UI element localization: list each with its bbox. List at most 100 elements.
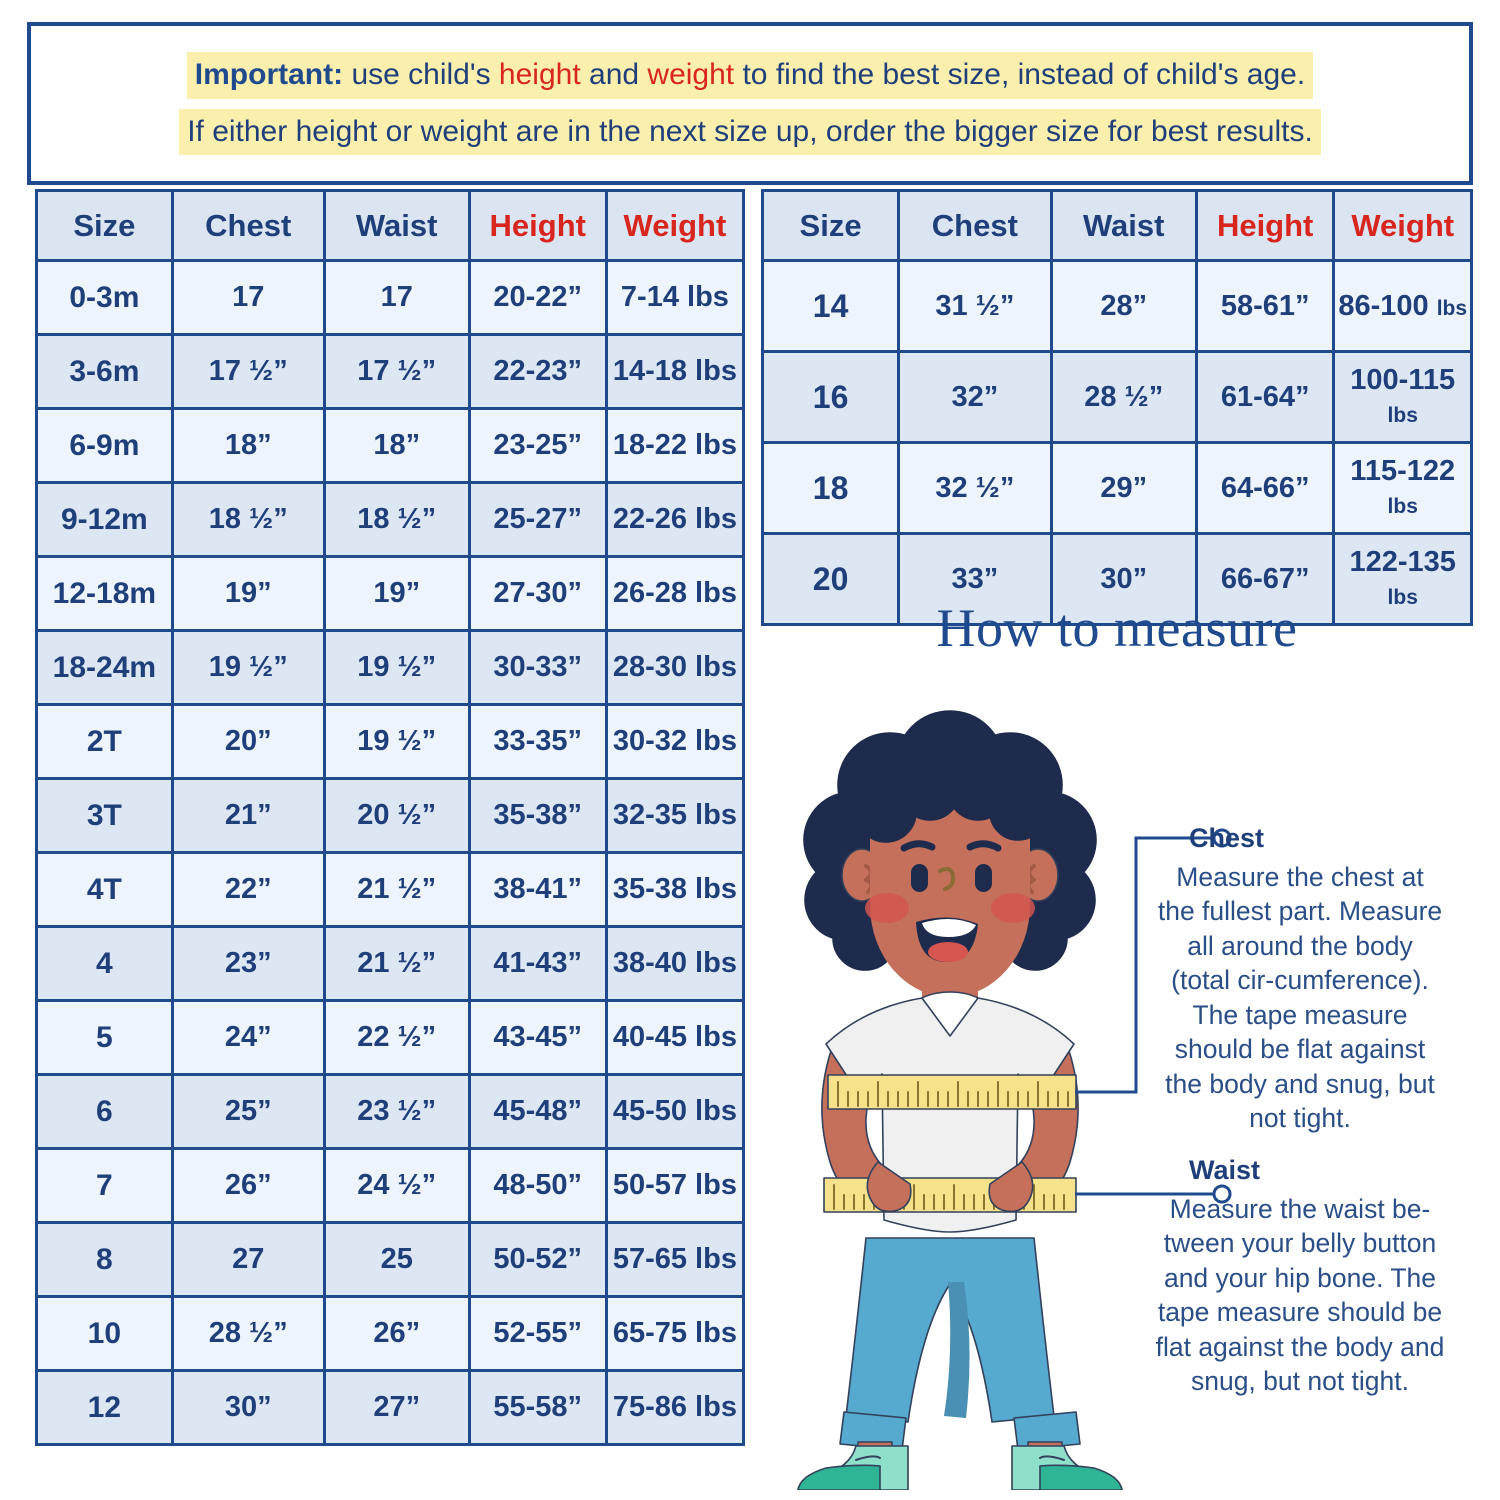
cell-size: 0-3m	[35, 259, 174, 336]
cell-waist: 20 ½”	[322, 777, 471, 854]
cell-chest: 21”	[170, 777, 326, 854]
cell-size: 12-18m	[35, 555, 174, 632]
table-row: 5 24” 22 ½” 43-45” 40-45 lbs	[35, 999, 746, 1076]
eye-right	[975, 864, 992, 892]
cell-chest: 26”	[170, 1147, 326, 1224]
cell-waist: 19 ½”	[322, 703, 471, 780]
cell-weight: 35-38 lbs	[604, 851, 746, 928]
banner-text-c: to find the best size, instead of child'…	[734, 57, 1306, 91]
cell-chest: 33”	[897, 532, 1053, 626]
pant-cuff-right	[1013, 1411, 1081, 1451]
eye-left	[911, 864, 928, 892]
hand-left	[866, 1161, 912, 1213]
cell-size: 12	[35, 1369, 174, 1446]
table-row: 3-6m 17 ½” 17 ½” 22-23” 14-18 lbs	[35, 333, 746, 410]
cell-chest: 24”	[170, 999, 326, 1076]
table-body: 0-3m 17 17 20-22” 7-14 lbs 3-6m 17 ½” 17 ½” 22-2…	[35, 259, 746, 1446]
table-row: 4 23” 21 ½” 41-43” 38-40 lbs	[35, 925, 746, 1002]
cell-chest: 22”	[170, 851, 326, 928]
banner-text-a: use child's	[343, 57, 499, 91]
cell-waist: 30”	[1049, 532, 1198, 626]
cheek-right	[991, 893, 1035, 923]
table-row: 6 25” 23 ½” 45-48” 45-50 lbs	[35, 1073, 746, 1150]
cell-weight: 7-14 lbs	[604, 259, 746, 336]
cell-weight: 18-22 lbs	[604, 407, 746, 484]
cell-height: 66-67”	[1194, 532, 1336, 626]
waist-annotation-title: Waist	[1189, 1155, 1261, 1185]
column-header-chest: Chest	[170, 189, 326, 262]
cell-waist: 29”	[1049, 441, 1198, 535]
table-row: 8 27 25 50-52” 57-65 lbs	[35, 1221, 746, 1298]
table-row: 14 31 ½” 28” 58-61” 86-100 lbs	[760, 259, 1473, 353]
cell-chest: 28 ½”	[170, 1295, 326, 1372]
cell-chest: 20”	[170, 703, 326, 780]
cell-waist: 26”	[322, 1295, 471, 1372]
cell-weight: 57-65 lbs	[604, 1221, 746, 1298]
cell-chest: 27	[170, 1221, 326, 1298]
cell-chest: 32 ½”	[897, 441, 1053, 535]
table-header-row: Size Chest Waist Height Weight	[35, 189, 746, 262]
cell-height: 23-25”	[467, 407, 608, 484]
table-row: 7 26” 24 ½” 48-50” 50-57 lbs	[35, 1147, 746, 1224]
cell-chest: 32”	[897, 350, 1053, 444]
cell-size: 9-12m	[35, 481, 174, 558]
cell-weight: 26-28 lbs	[604, 555, 746, 632]
cell-height: 33-35”	[467, 703, 608, 780]
cell-height: 55-58”	[467, 1369, 608, 1446]
table-row: 18 32 ½” 29” 64-66” 115-122 lbs	[760, 441, 1473, 535]
cell-weight: 75-86 lbs	[604, 1369, 746, 1446]
cell-height: 58-61”	[1194, 259, 1336, 353]
column-header-weight: Weight	[1332, 189, 1473, 262]
cell-chest: 18 ½”	[170, 481, 326, 558]
cell-weight: 28-30 lbs	[604, 629, 746, 706]
cell-weight: 32-35 lbs	[604, 777, 746, 854]
chest-annotation: Chest Measure the chest at the fullest p…	[1155, 823, 1455, 1136]
cell-waist: 17 ½”	[322, 333, 471, 410]
size-table-infant-youth: Size Chest Waist Height Weight 0-3m 17 17 20-22…	[35, 189, 746, 1446]
cell-weight: 45-50 lbs	[604, 1073, 746, 1150]
cell-height: 48-50”	[467, 1147, 608, 1224]
cell-chest: 19 ½”	[170, 629, 326, 706]
cheek-left	[865, 893, 909, 923]
column-header-height: Height	[467, 189, 608, 262]
nose	[938, 867, 956, 891]
column-header-chest: Chest	[897, 189, 1053, 262]
cell-height: 30-33”	[467, 629, 608, 706]
table-row: 10 28 ½” 26” 52-55” 65-75 lbs	[35, 1295, 746, 1372]
cell-size: 14	[760, 259, 901, 353]
cell-height: 50-52”	[467, 1221, 608, 1298]
cell-weight: 122-135 lbs	[1332, 532, 1473, 626]
important-notice-banner: Important: use child's height and weight…	[27, 22, 1473, 185]
table-row: 12-18m 19” 19” 27-30” 26-28 lbs	[35, 555, 746, 632]
banner-weight-word: weight	[647, 57, 735, 91]
cell-size: 18	[760, 441, 901, 535]
chest-annotation-text: Measure the chest at the fullest part. M…	[1157, 862, 1443, 1134]
banner-line-2: If either height or weight are in the ne…	[179, 108, 1321, 156]
cell-waist: 24 ½”	[322, 1147, 471, 1224]
cell-waist: 19”	[322, 555, 471, 632]
cell-waist: 18”	[322, 407, 471, 484]
cell-weight: 22-26 lbs	[604, 481, 746, 558]
column-header-weight: Weight	[604, 189, 746, 262]
table-row: 3T 21” 20 ½” 35-38” 32-35 lbs	[35, 777, 746, 854]
banner-line-1: Important: use child's height and weight…	[186, 51, 1314, 99]
cell-weight: 100-115 lbs	[1332, 350, 1473, 444]
table-row: 16 32” 28 ½” 61-64” 100-115 lbs	[760, 350, 1473, 444]
cell-size: 4	[35, 925, 174, 1002]
table-row: 6-9m 18” 18” 23-25” 18-22 lbs	[35, 407, 746, 484]
table-row: 12 30” 27” 55-58” 75-86 lbs	[35, 1369, 746, 1446]
cell-height: 35-38”	[467, 777, 608, 854]
hand-right	[988, 1161, 1034, 1213]
cell-weight: 65-75 lbs	[604, 1295, 746, 1372]
eyebrow-right	[966, 840, 1002, 852]
cell-weight: 40-45 lbs	[604, 999, 746, 1076]
cell-height: 45-48”	[467, 1073, 608, 1150]
cell-height: 43-45”	[467, 999, 608, 1076]
table-row: 18-24m 19 ½” 19 ½” 30-33” 28-30 lbs	[35, 629, 746, 706]
waist-annotation-text: Measure the waist be-tween your belly bu…	[1155, 1194, 1445, 1397]
cell-chest: 25”	[170, 1073, 326, 1150]
cell-height: 27-30”	[467, 555, 608, 632]
banner-important-label: Important:	[194, 57, 344, 91]
cell-weight: 86-100 lbs	[1332, 259, 1473, 353]
cell-size: 6-9m	[35, 407, 174, 484]
